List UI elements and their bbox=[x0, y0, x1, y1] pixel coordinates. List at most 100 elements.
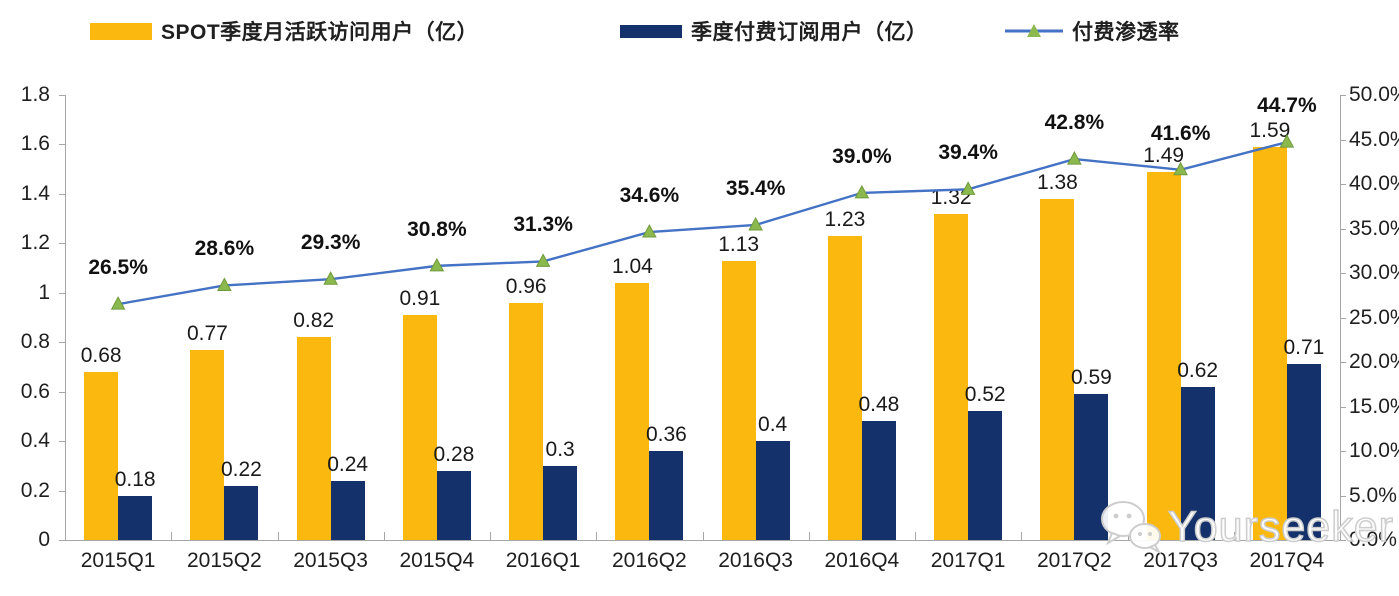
bar-value-label-subscribers: 0.52 bbox=[964, 383, 1006, 407]
bar-mau bbox=[615, 282, 650, 540]
x-axis-category-label: 2017Q3 bbox=[1143, 549, 1218, 572]
line-marker-triangle bbox=[323, 271, 338, 285]
y-axis-left-tick bbox=[59, 391, 65, 393]
x-axis-tick bbox=[490, 532, 491, 540]
penetration-value-label: 39.4% bbox=[938, 141, 998, 165]
bar-mau bbox=[296, 337, 331, 540]
x-axis-category-label: 2017Q4 bbox=[1249, 549, 1325, 572]
x-axis-category-label: 2015Q4 bbox=[399, 549, 475, 572]
bar-value-label-subscribers: 0.3 bbox=[545, 437, 575, 461]
x-axis-line bbox=[65, 540, 1340, 541]
y-axis-left-tick-label: 1.8 bbox=[20, 83, 50, 106]
y-axis-left-tick-label: 0.4 bbox=[20, 429, 50, 453]
y-axis-left-tick-label: 1.4 bbox=[20, 181, 50, 205]
legend-line-marker-icon bbox=[1005, 24, 1063, 37]
y-axis-left-tick bbox=[59, 342, 65, 344]
x-axis-tick bbox=[915, 532, 916, 540]
bar-subscribers bbox=[543, 465, 578, 540]
penetration-value-label: 29.3% bbox=[300, 231, 361, 255]
x-axis-category-label: 2015Q1 bbox=[80, 549, 156, 572]
legend-item-penetration: 付费渗透率 bbox=[1005, 16, 1180, 46]
line-marker-triangle bbox=[1279, 134, 1295, 148]
bar-mau bbox=[1252, 146, 1287, 540]
bar-value-label-subscribers: 0.24 bbox=[327, 452, 369, 476]
bar-mau bbox=[721, 260, 756, 540]
x-axis-tick bbox=[808, 532, 810, 540]
bar-value-label-mau: 1.49 bbox=[1143, 143, 1185, 167]
y-axis-left-tick-label: 0.6 bbox=[20, 379, 50, 403]
bar-mau bbox=[827, 235, 862, 540]
line-marker-triangle bbox=[1173, 161, 1188, 176]
bar-value-label-subscribers: 0.4 bbox=[758, 413, 788, 437]
penetration-value-label: 44.7% bbox=[1257, 94, 1317, 118]
line-marker-triangle bbox=[217, 277, 232, 291]
y-axis-right-tick bbox=[1340, 406, 1346, 408]
bar-mau bbox=[190, 349, 225, 540]
bar-subscribers bbox=[649, 451, 684, 540]
y-axis-left-tick-label: 0 bbox=[38, 528, 50, 551]
penetration-value-label: 34.6% bbox=[619, 184, 680, 208]
bar-value-label-mau: 1.59 bbox=[1249, 118, 1291, 142]
x-axis-tick bbox=[65, 532, 66, 540]
y-axis-right-tick bbox=[1340, 95, 1346, 96]
bar-mau bbox=[509, 302, 544, 540]
x-axis-category-label: 2015Q2 bbox=[187, 549, 262, 572]
y-axis-right-tick-label: 10.0% bbox=[1349, 439, 1399, 462]
penetration-line-chart bbox=[110, 134, 1295, 310]
bar-value-label-subscribers: 0.36 bbox=[645, 423, 687, 446]
x-axis-category-label: 2016Q4 bbox=[824, 549, 900, 572]
bar-value-label-subscribers: 0.48 bbox=[858, 393, 900, 417]
y-axis-left-tick bbox=[59, 144, 65, 146]
y-axis-right-tick bbox=[1340, 495, 1346, 497]
penetration-value-label: 39.0% bbox=[832, 144, 892, 168]
y-axis-left-tick bbox=[59, 540, 65, 541]
bar-mau bbox=[1146, 171, 1181, 540]
x-axis-category-label: 2017Q2 bbox=[1037, 549, 1112, 572]
y-axis-right-tick bbox=[1340, 184, 1346, 185]
line-marker-triangle bbox=[642, 224, 657, 238]
bar-subscribers bbox=[861, 421, 896, 540]
penetration-value-label: 28.6% bbox=[194, 237, 255, 261]
y-axis-right-tick bbox=[1340, 317, 1346, 319]
bar-value-label-mau: 0.68 bbox=[80, 343, 122, 367]
y-axis-left-tick-label: 1.6 bbox=[20, 132, 50, 156]
bar-subscribers bbox=[436, 470, 471, 540]
penetration-line bbox=[117, 141, 1288, 306]
bar-mau bbox=[1040, 198, 1075, 540]
y-axis-left-tick bbox=[59, 292, 65, 294]
y-axis-left-tick bbox=[59, 193, 65, 195]
line-marker-triangle bbox=[429, 257, 445, 272]
x-axis-tick bbox=[171, 532, 173, 540]
y-axis-right-tick-label: 15.0% bbox=[1349, 394, 1399, 418]
x-axis-tick bbox=[1021, 532, 1023, 540]
penetration-value-label: 26.5% bbox=[88, 256, 148, 280]
legend-swatch-subscribers-bar bbox=[620, 24, 682, 38]
penetration-value-label: 42.8% bbox=[1044, 111, 1105, 135]
bar-value-label-mau: 1.13 bbox=[718, 232, 760, 256]
y-axis-left-tick-label: 1 bbox=[38, 280, 50, 304]
y-axis-left-tick bbox=[59, 95, 65, 96]
bar-value-label-subscribers: 0.59 bbox=[1070, 366, 1112, 390]
line-marker-triangle bbox=[960, 181, 976, 195]
y-axis-left-tick bbox=[59, 243, 65, 245]
bar-mau bbox=[934, 213, 969, 540]
y-axis-right-tick-label: 35.0% bbox=[1349, 216, 1399, 240]
y-axis-left-tick bbox=[59, 441, 65, 443]
y-axis-left-tick bbox=[59, 490, 65, 492]
y-axis-right-tick-label: 40.0% bbox=[1349, 172, 1399, 195]
bar-subscribers bbox=[968, 411, 1003, 540]
bar-subscribers bbox=[224, 485, 259, 540]
line-marker-triangle bbox=[854, 184, 870, 199]
bar-subscribers bbox=[755, 441, 790, 540]
x-axis-tick bbox=[596, 532, 598, 540]
x-axis-tick bbox=[1233, 532, 1235, 540]
y-axis-right-tick bbox=[1340, 540, 1346, 541]
legend-label-subscribers: 季度付费订阅用户（亿） bbox=[691, 21, 928, 44]
y-axis-right-tick bbox=[1340, 362, 1346, 363]
bar-value-label-mau: 0.96 bbox=[505, 274, 547, 298]
penetration-value-label: 35.4% bbox=[725, 176, 786, 200]
bar-value-label-subscribers: 0.62 bbox=[1177, 358, 1219, 382]
y-axis-right-tick-label: 50.0% bbox=[1349, 83, 1399, 106]
x-axis-tick bbox=[277, 532, 279, 540]
